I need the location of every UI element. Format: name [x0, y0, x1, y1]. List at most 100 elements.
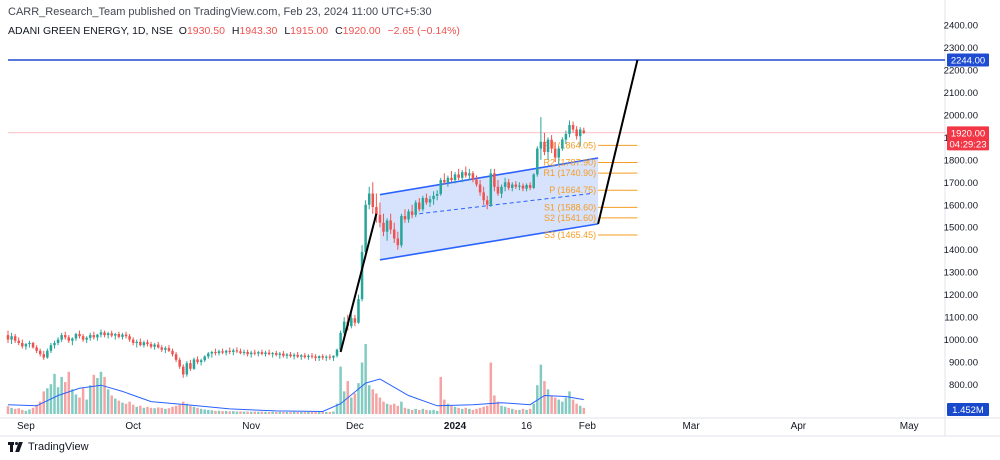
candle-body — [325, 356, 328, 358]
pivot-label-r2: R2 (1787.90) — [544, 158, 597, 168]
candle — [257, 350, 260, 357]
volume-bar — [17, 408, 20, 414]
volume-bar — [439, 376, 442, 414]
candle — [446, 175, 450, 187]
volume-bar — [571, 399, 575, 414]
candle — [350, 312, 353, 329]
volume-bar — [60, 376, 63, 414]
volume-bar — [468, 408, 471, 414]
time-tick-label: 2024 — [444, 421, 467, 432]
candle-body — [174, 354, 178, 360]
price-tick-label: 1300.00 — [944, 268, 978, 279]
candle — [135, 339, 138, 348]
candle — [53, 340, 56, 349]
channel-upper-line[interactable] — [379, 157, 599, 196]
volume-bar — [314, 411, 317, 414]
candle-body — [321, 356, 324, 358]
resistance-price-tag-box — [947, 53, 989, 67]
volume-bar — [418, 409, 421, 414]
candle-body — [167, 348, 171, 351]
volume-bar — [575, 403, 578, 414]
candle-body — [131, 339, 135, 343]
candle-body — [49, 345, 53, 351]
volume-bar — [35, 404, 38, 414]
volume-bar — [396, 405, 400, 414]
volume-bar — [253, 411, 257, 414]
time-tick-label: Mar — [682, 421, 700, 432]
volume-bar — [249, 411, 253, 414]
candle — [178, 357, 181, 369]
candle-body — [493, 173, 496, 187]
candle — [264, 350, 267, 357]
price-tick-label: 1200.00 — [944, 290, 978, 301]
price-tick-label: 2400.00 — [944, 20, 978, 31]
candle-body — [146, 342, 149, 345]
candle — [514, 181, 518, 190]
candle — [181, 364, 185, 378]
candle-body — [89, 335, 92, 338]
candle — [21, 339, 24, 349]
candle — [235, 347, 239, 354]
candle-body — [160, 347, 164, 350]
trendline-2[interactable] — [597, 59, 639, 225]
price-tick-label: 2300.00 — [944, 43, 978, 54]
volume-bar — [199, 408, 203, 414]
volume-bar — [192, 406, 196, 414]
candle-body — [92, 335, 96, 338]
volume-tag[interactable]: 1.452M — [947, 403, 989, 416]
pivot-label-r3: R3 (1864.05) — [544, 140, 597, 150]
candle — [457, 168, 460, 181]
candle — [146, 339, 149, 347]
time-tick-label: Apr — [791, 421, 807, 432]
candle-body — [435, 193, 439, 196]
candle-body — [13, 336, 17, 341]
candle-body — [418, 202, 421, 210]
candle — [249, 350, 253, 358]
volume-bar — [239, 411, 242, 414]
candle-body — [74, 333, 78, 339]
volume-bar — [53, 373, 56, 414]
volume-bar — [103, 376, 106, 414]
candle-body — [199, 360, 203, 363]
volume-bar — [164, 408, 167, 414]
price-tick-label: 2100.00 — [944, 88, 978, 99]
candle — [203, 355, 206, 363]
candle — [468, 168, 471, 181]
resistance-price-tag[interactable]: 2244.00 — [947, 53, 989, 67]
tradingview-footer[interactable]: TradingView — [8, 441, 89, 453]
candle — [435, 190, 439, 201]
time-tick-label: Feb — [579, 421, 597, 432]
candle — [124, 331, 128, 339]
candle-body — [21, 342, 24, 347]
channel-lower-line[interactable] — [379, 223, 599, 261]
candle — [532, 173, 535, 190]
candle-body — [46, 350, 49, 358]
candle — [478, 180, 482, 196]
pivot-label-s1: S1 (1588.60) — [544, 202, 596, 212]
volume-bar — [518, 409, 521, 414]
candle — [432, 191, 435, 205]
candle-body — [310, 355, 314, 357]
candle — [543, 132, 546, 156]
candle — [425, 193, 428, 205]
volume-bar — [525, 409, 528, 414]
pivot-label-p: P (1664.75) — [549, 185, 596, 195]
symbol-name[interactable]: ADANI GREEN ENERGY, 1D, NSE — [8, 25, 173, 37]
channel-mid-line[interactable] — [419, 193, 592, 215]
candle — [521, 183, 525, 192]
candle — [63, 331, 67, 340]
candle — [389, 213, 392, 234]
candle — [174, 351, 178, 363]
trendline-1[interactable] — [339, 213, 378, 353]
candle — [232, 348, 235, 356]
candle — [10, 332, 13, 345]
candle-body — [503, 182, 507, 187]
time-tick-label: 16 — [521, 421, 533, 432]
candle-body — [139, 341, 142, 346]
candle-body — [224, 350, 228, 353]
candle-body — [367, 193, 371, 205]
candle-body — [392, 229, 396, 239]
candle-body — [525, 184, 528, 189]
